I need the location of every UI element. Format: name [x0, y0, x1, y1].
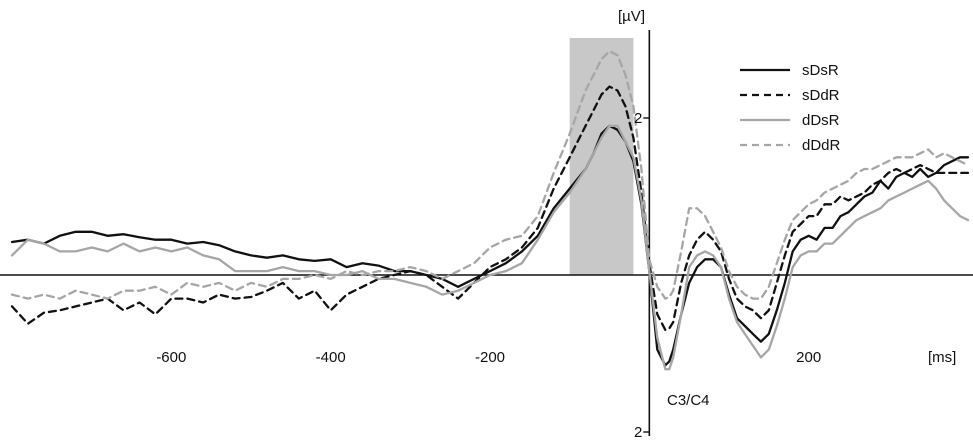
series-layer — [10, 50, 970, 371]
series-line-sDdR — [10, 85, 970, 332]
y-unit-label: [µV] — [618, 8, 645, 25]
ticks-layer: -600 -400 -200 200 2 2 — [156, 110, 821, 440]
axes-layer — [0, 30, 973, 436]
series-line-dDdR — [10, 50, 970, 300]
highlight-window — [569, 38, 634, 275]
legend-label-sDsR: sDsR — [802, 62, 839, 79]
legend: sDsR sDdR dDsR dDdR — [740, 62, 841, 154]
channel-label: C3/C4 — [667, 392, 710, 409]
legend-label-dDsR: dDsR — [802, 112, 840, 129]
x-tick-label: -200 — [475, 349, 505, 366]
x-unit-label: [ms] — [928, 349, 956, 366]
legend-label-sDdR: sDdR — [802, 87, 840, 104]
x-tick-label: 200 — [796, 349, 821, 366]
series-line-dDsR — [10, 124, 970, 371]
highlight-layer — [569, 38, 634, 275]
x-tick-label: -400 — [316, 349, 346, 366]
legend-label-dDdR: dDdR — [802, 137, 841, 154]
y-tick-label: 2 — [634, 424, 642, 440]
y-tick-label: 2 — [634, 110, 642, 127]
x-tick-label: -600 — [156, 349, 186, 366]
